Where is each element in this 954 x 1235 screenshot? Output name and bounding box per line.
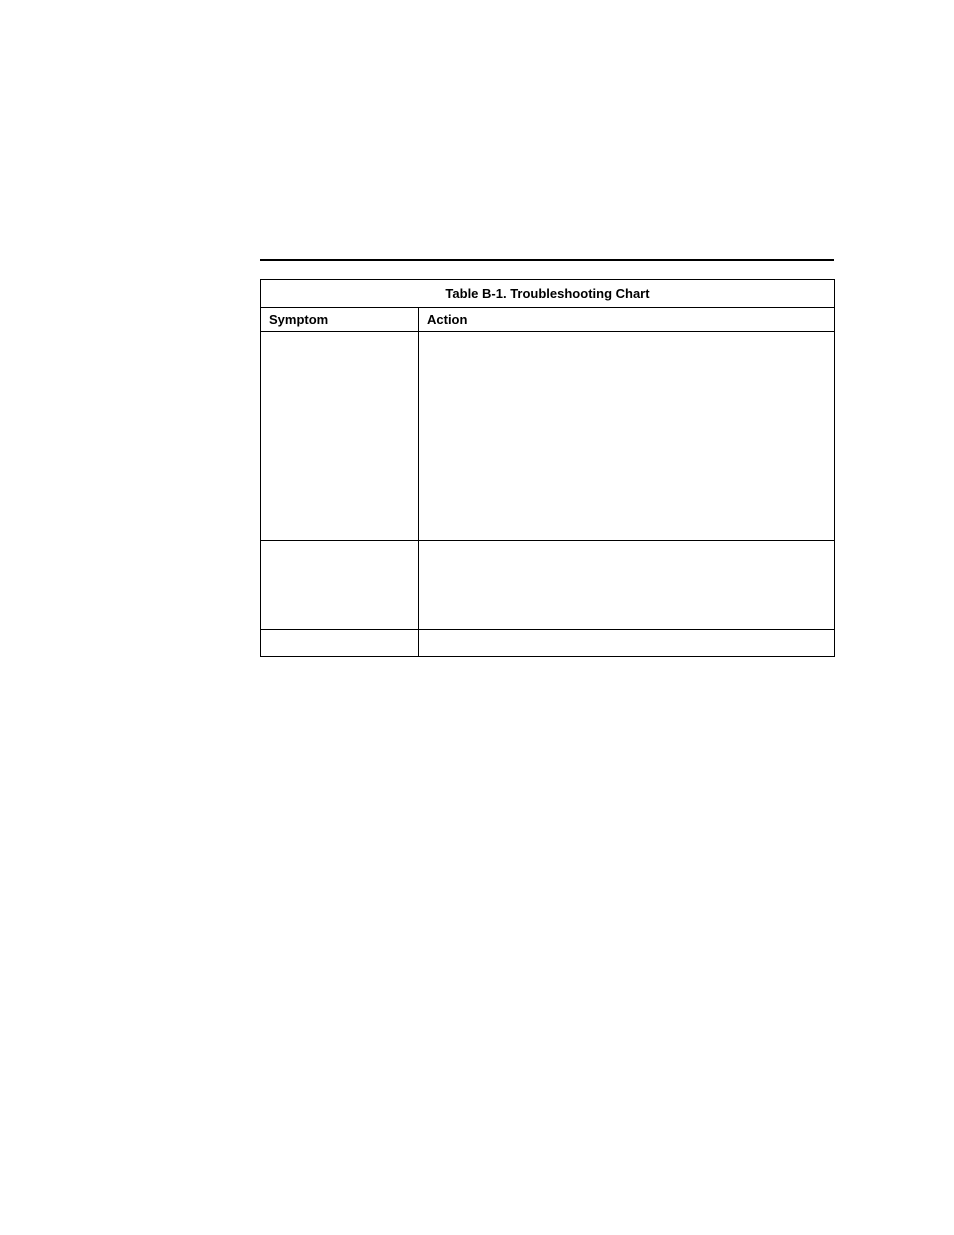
table-row [261,630,835,657]
cell-action [419,541,835,630]
content-area: Table B-1. Troubleshooting Chart Symptom… [260,259,834,657]
col-header-symptom: Symptom [261,308,419,332]
table-header-row: Symptom Action [261,308,835,332]
cell-action [419,630,835,657]
table-row [261,541,835,630]
cell-symptom [261,541,419,630]
col-header-action: Action [419,308,835,332]
table-row [261,332,835,541]
table-caption-row: Table B-1. Troubleshooting Chart [261,280,835,308]
cell-symptom [261,332,419,541]
cell-action [419,332,835,541]
table-caption: Table B-1. Troubleshooting Chart [261,280,835,308]
top-rule [260,259,834,261]
cell-symptom [261,630,419,657]
page: Table B-1. Troubleshooting Chart Symptom… [0,0,954,1235]
troubleshooting-table: Table B-1. Troubleshooting Chart Symptom… [260,279,835,657]
